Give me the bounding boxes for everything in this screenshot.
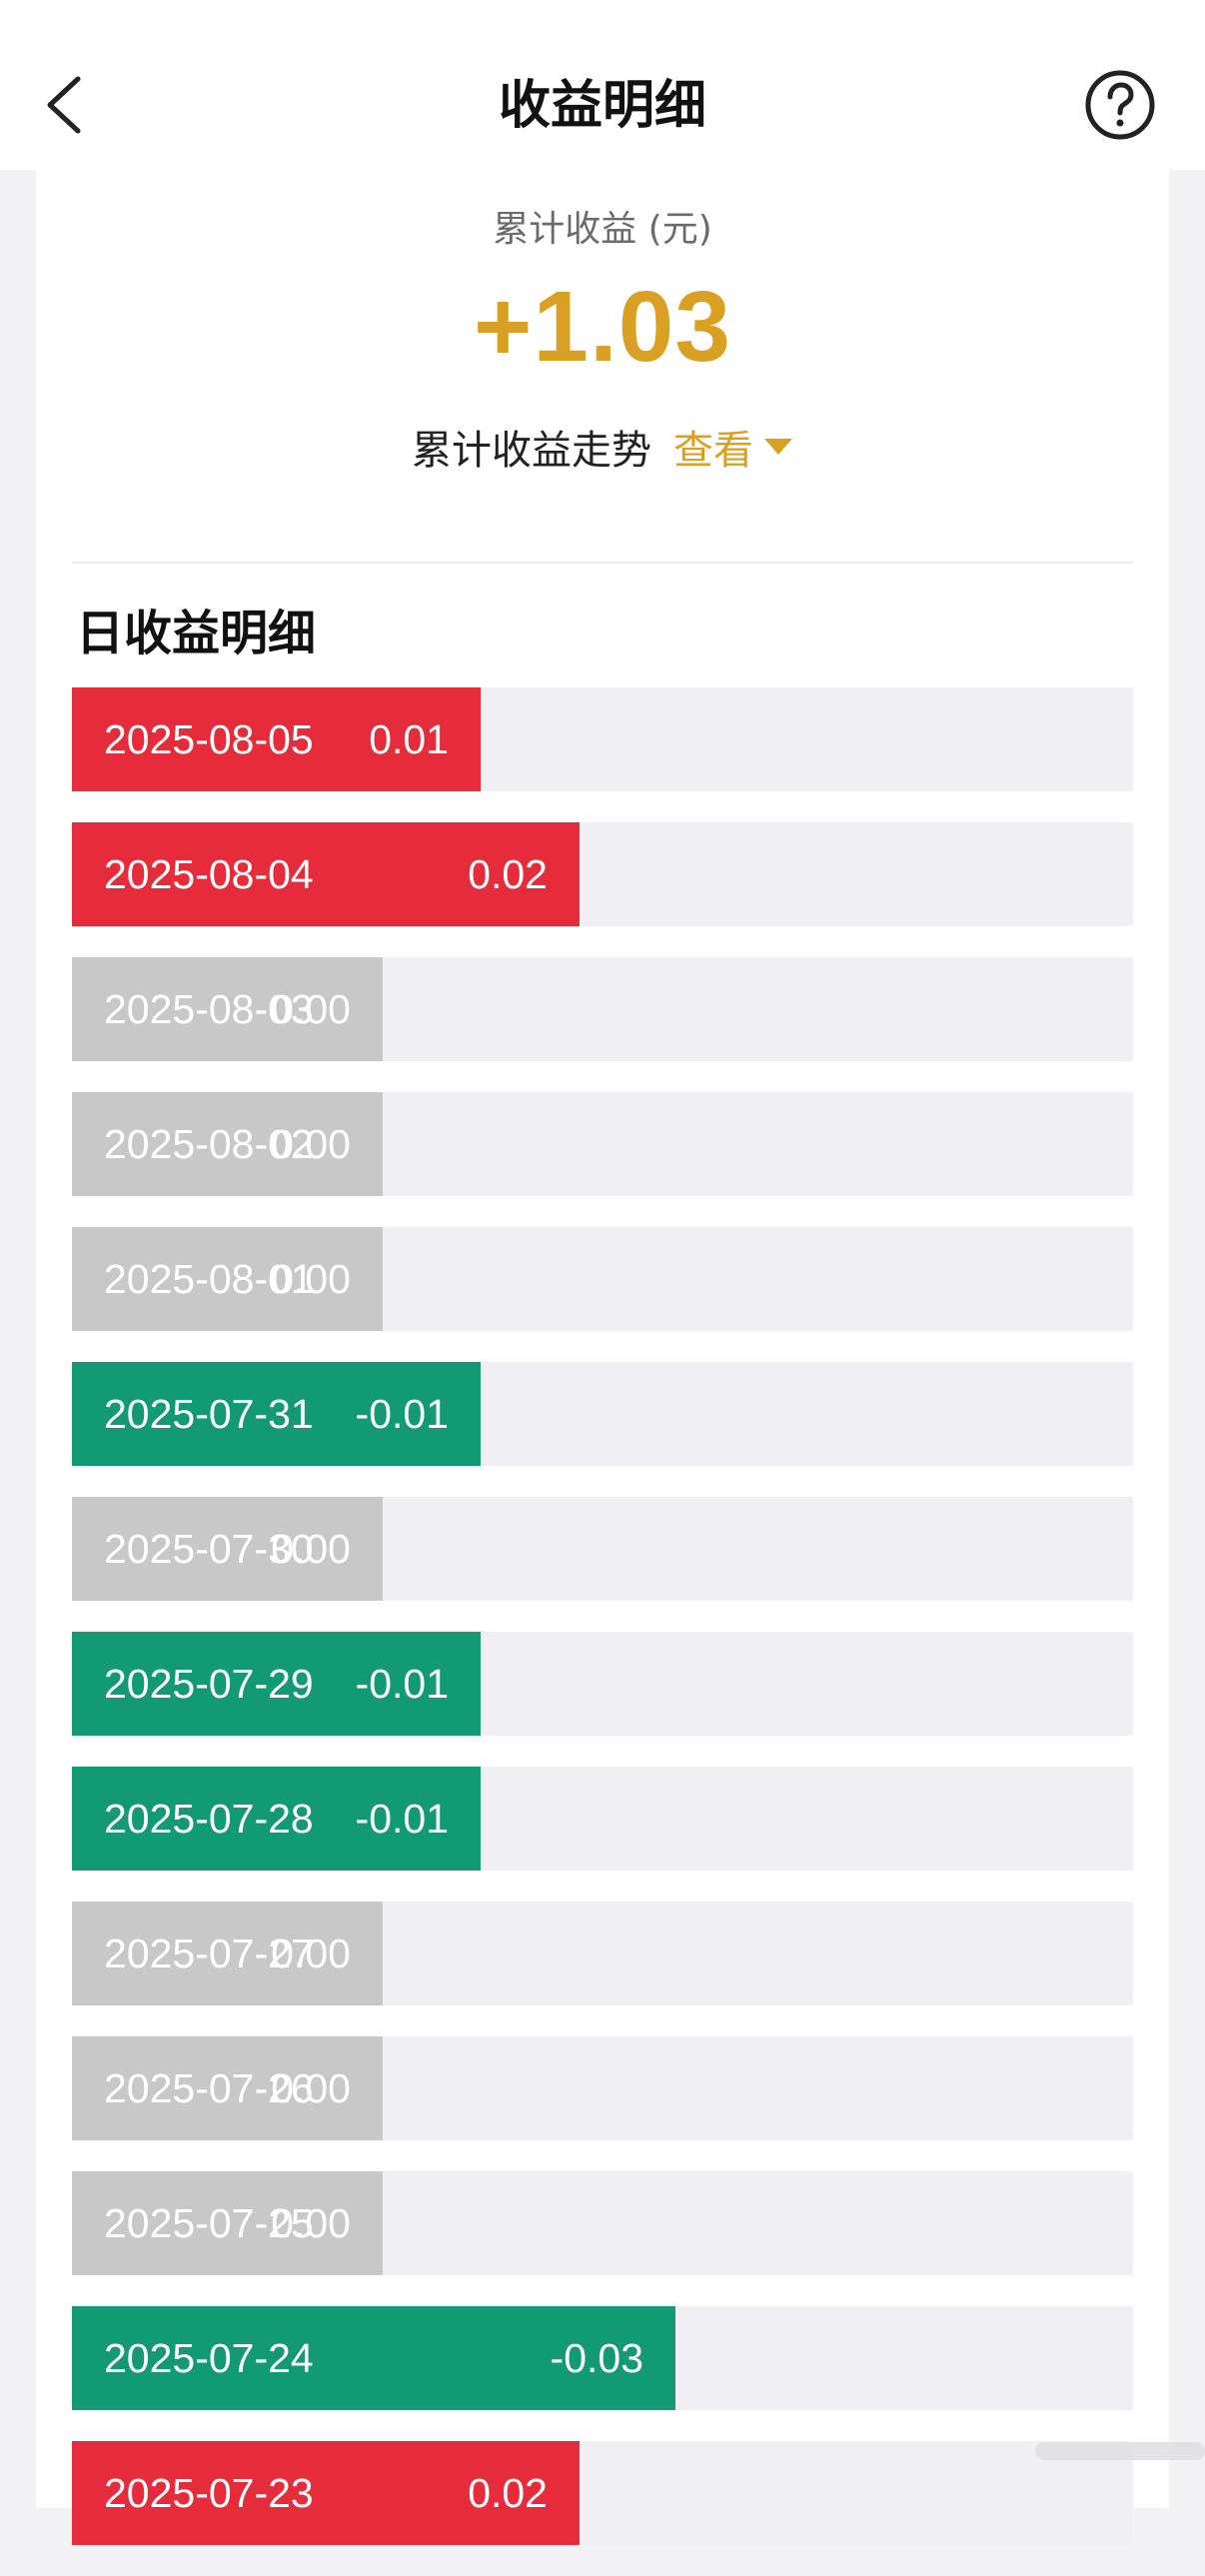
- earnings-bar: [72, 1632, 481, 1736]
- row-date: 2025-07-25: [104, 2200, 314, 2246]
- earnings-bar: [72, 1767, 481, 1871]
- earnings-bar: [72, 822, 580, 926]
- earnings-bar: [72, 1497, 383, 1601]
- row-value: 0.00: [271, 1256, 351, 1302]
- daily-earnings-row[interactable]: 2025-08-04 0.02: [72, 822, 1133, 926]
- earnings-bar: [72, 2171, 383, 2275]
- cumulative-earnings-value: +1.03: [473, 271, 732, 383]
- daily-earnings-row[interactable]: 2025-07-28 -0.01: [72, 1767, 1133, 1871]
- page-title: 收益明细: [498, 76, 706, 136]
- earnings-bar: [72, 2036, 383, 2140]
- daily-earnings-row[interactable]: 2025-08-01 0.00: [72, 1227, 1133, 1331]
- row-date: 2025-07-27: [104, 1931, 314, 1976]
- daily-earnings-row[interactable]: 2025-08-02 0.00: [72, 1092, 1133, 1196]
- row-value: 0.00: [271, 1526, 351, 1572]
- trend-label: 累计收益走势: [412, 428, 651, 474]
- row-date: 2025-07-31: [104, 1391, 314, 1437]
- row-date: 2025-07-26: [104, 2065, 314, 2111]
- earnings-bar: [72, 1362, 481, 1466]
- row-date: 2025-08-02: [104, 1121, 314, 1167]
- row-date: 2025-08-03: [104, 986, 314, 1032]
- daily-earnings-row[interactable]: 2025-07-31 -0.01: [72, 1362, 1133, 1466]
- row-value: 0.02: [468, 851, 548, 897]
- row-date: 2025-07-24: [104, 2335, 314, 2381]
- row-value: 0.02: [468, 2470, 548, 2516]
- row-value: -0.01: [355, 1391, 449, 1437]
- question-circle-icon: [1085, 70, 1155, 140]
- earnings-bar: [72, 1902, 383, 2005]
- earnings-bar: [72, 1092, 383, 1196]
- daily-earnings-row[interactable]: 2025-07-25 0.00: [72, 2171, 1133, 2275]
- row-value: -0.03: [550, 2335, 643, 2381]
- row-value: 0.00: [271, 1931, 351, 1976]
- view-trend-text: 查看: [673, 428, 753, 474]
- daily-earnings-row[interactable]: 2025-07-29 -0.01: [72, 1632, 1133, 1736]
- daily-earnings-row[interactable]: 2025-07-24 -0.03: [72, 2306, 1133, 2410]
- daily-earnings-title: 日收益明细: [76, 606, 317, 661]
- row-date: 2025-07-23: [104, 2470, 314, 2516]
- earnings-bar: [72, 1227, 383, 1331]
- daily-earnings-list: 2025-08-05 0.01 2025-08-04 0.02 2025-08-03 0.…: [72, 687, 1133, 2576]
- divider: [72, 562, 1133, 564]
- row-value: 0.00: [271, 2200, 351, 2246]
- nav-bar: 收益明细: [0, 0, 1205, 170]
- scroll-indicator: [1035, 2442, 1205, 2460]
- row-value: -0.01: [355, 1661, 449, 1707]
- row-value: 0.00: [271, 1121, 351, 1167]
- row-date: 2025-07-28: [104, 1796, 314, 1842]
- back-button[interactable]: [34, 60, 94, 150]
- earnings-bar: [72, 687, 481, 791]
- daily-earnings-row[interactable]: 2025-07-23 0.02: [72, 2441, 1133, 2545]
- trend-row: 累计收益走势 查看: [36, 418, 1169, 476]
- row-date: 2025-07-30: [104, 1526, 314, 1572]
- row-date: 2025-08-05: [104, 716, 314, 762]
- row-date: 2025-07-29: [104, 1661, 314, 1707]
- daily-earnings-row[interactable]: 2025-08-05 0.01: [72, 687, 1133, 791]
- row-date: 2025-08-04: [104, 851, 314, 897]
- chevron-left-icon: [47, 76, 81, 134]
- help-button[interactable]: [1083, 68, 1157, 142]
- earnings-card: 累计收益 (元) +1.03 累计收益走势 查看 日收益明细 2025-08-0…: [36, 170, 1169, 2545]
- cumulative-earnings-label: 累计收益 (元): [493, 209, 712, 250]
- caret-down-icon: [764, 439, 792, 455]
- row-value: -0.01: [355, 1796, 449, 1842]
- daily-earnings-row[interactable]: 2025-07-26 0.00: [72, 2036, 1133, 2140]
- row-value: 0.01: [369, 716, 449, 762]
- earnings-bar: [72, 957, 383, 1061]
- daily-earnings-row[interactable]: 2025-08-03 0.00: [72, 957, 1133, 1061]
- earnings-bar: [72, 2306, 675, 2410]
- daily-earnings-row[interactable]: 2025-07-30 0.00: [72, 1497, 1133, 1601]
- view-trend-link[interactable]: 查看: [673, 418, 793, 476]
- daily-earnings-row[interactable]: 2025-07-27 0.00: [72, 1902, 1133, 2005]
- row-date: 2025-08-01: [104, 1256, 314, 1302]
- row-value: 0.00: [271, 986, 351, 1032]
- row-value: 0.00: [271, 2065, 351, 2111]
